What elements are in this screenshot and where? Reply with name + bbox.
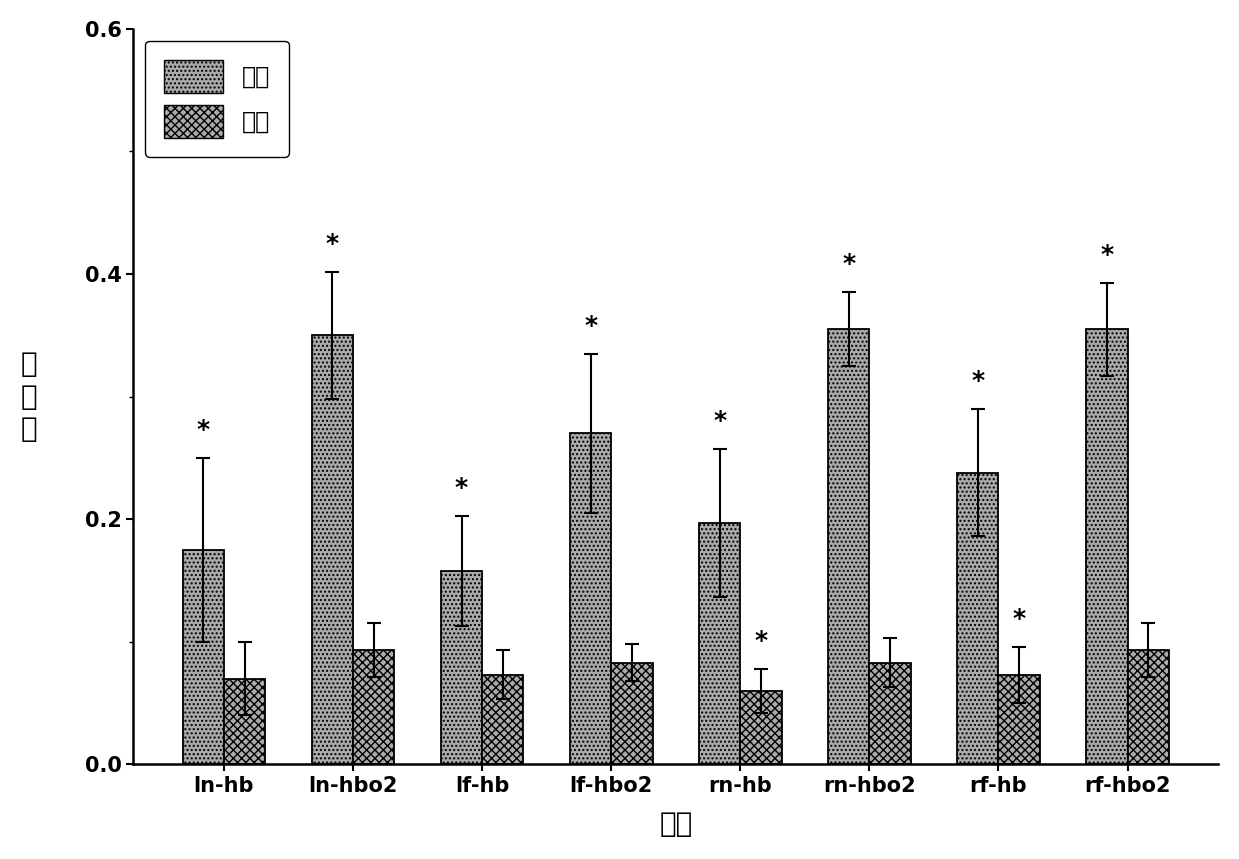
Bar <box>441 570 482 765</box>
Bar <box>1127 650 1168 765</box>
Text: *: * <box>584 314 597 338</box>
Bar <box>741 691 782 765</box>
Y-axis label: 样
本
熵: 样 本 熵 <box>21 350 37 443</box>
Text: *: * <box>326 232 339 256</box>
Bar <box>999 675 1040 765</box>
Bar <box>699 523 741 765</box>
Bar <box>611 662 653 765</box>
Text: *: * <box>1100 243 1114 266</box>
Legend: 麻醉, 清醒: 麻醉, 清醒 <box>145 40 289 157</box>
Bar <box>1087 329 1127 765</box>
Bar <box>182 550 224 765</box>
X-axis label: 信号: 信号 <box>659 810 693 838</box>
Text: *: * <box>843 253 855 277</box>
Text: *: * <box>971 369 984 393</box>
Text: *: * <box>197 418 209 442</box>
Bar <box>224 679 265 765</box>
Bar <box>312 335 353 765</box>
Bar <box>570 434 611 765</box>
Bar <box>482 675 523 765</box>
Bar <box>958 472 999 765</box>
Bar <box>828 329 870 765</box>
Text: *: * <box>755 629 767 653</box>
Text: *: * <box>1012 606 1026 631</box>
Bar <box>353 650 394 765</box>
Text: *: * <box>455 476 468 500</box>
Bar <box>870 662 911 765</box>
Text: *: * <box>714 410 726 434</box>
